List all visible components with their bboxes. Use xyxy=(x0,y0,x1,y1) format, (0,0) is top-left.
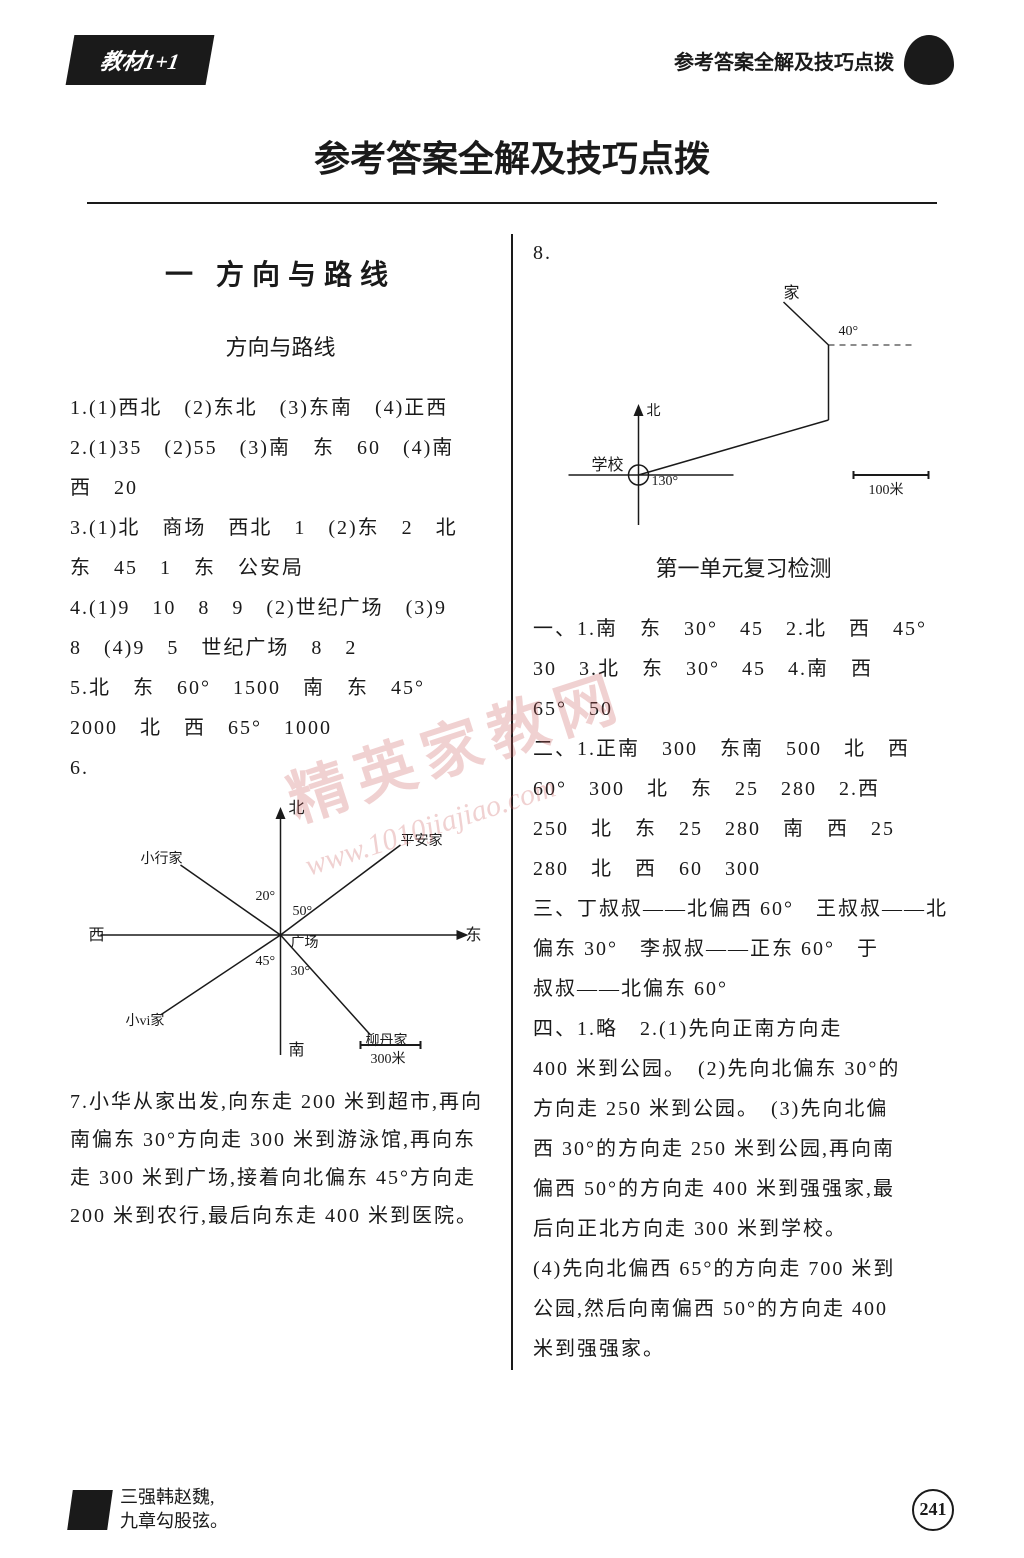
svg-text:平安家: 平安家 xyxy=(401,832,443,849)
section1-title: 一 方向与路线 xyxy=(70,249,491,302)
footer-logo-icon xyxy=(67,1490,113,1530)
answer-line: 4.(1)9 10 8 9 (2)世纪广场 (3)9 xyxy=(70,589,491,627)
unit-test-title: 第一单元复习检测 xyxy=(533,548,954,590)
svg-text:西: 西 xyxy=(89,927,105,944)
test-answer-line: 65° 50 xyxy=(533,690,954,728)
answer-line: 5.北 东 60° 1500 南 东 45° xyxy=(70,669,491,707)
page-header: 教材1+1 参考答案全解及技巧点拨 xyxy=(0,0,1024,100)
svg-text:广场: 广场 xyxy=(291,935,319,951)
footer-left: 三强韩赵魏, 九章勾股弦。 xyxy=(70,1486,228,1533)
logo-left-text: 教材1+1 xyxy=(98,44,182,76)
page-number: 241 xyxy=(912,1489,954,1531)
answer-line: 东 45 1 东 公安局 xyxy=(70,549,491,587)
test-answer-line: 30 3.北 东 30° 45 4.南 西 xyxy=(533,650,954,688)
test-answer-line: 三、丁叔叔——北偏西 60° 王叔叔——北 xyxy=(533,890,954,928)
answer-line: 西 20 xyxy=(70,469,491,507)
test-answer-line: 400 米到公园。 (2)先向北偏东 30°的 xyxy=(533,1050,954,1088)
test-answer-line: 后向正北方向走 300 米到学校。 xyxy=(533,1210,954,1248)
answer-line: 1.(1)西北 (2)东北 (3)东南 (4)正西 xyxy=(70,389,491,427)
compass-diagram-svg: 北 南 东 西 广场 平安家 小行家 柳丹家 小vi家 20° 50° 45° … xyxy=(70,795,491,1075)
content-columns: 一 方向与路线 方向与路线 1.(1)西北 (2)东北 (3)东南 (4)正西 … xyxy=(0,234,1024,1370)
main-title: 参考答案全解及技巧点拨 xyxy=(0,130,1024,182)
svg-text:300米: 300米 xyxy=(371,1051,406,1067)
test-answer-line: 280 北 西 60 300 xyxy=(533,850,954,888)
header-right-text: 参考答案全解及技巧点拨 xyxy=(674,46,894,75)
test-answer-line: (4)先向北偏西 65°的方向走 700 米到 xyxy=(533,1250,954,1288)
header-right: 参考答案全解及技巧点拨 xyxy=(674,35,954,85)
page-footer: 三强韩赵魏, 九章勾股弦。 241 xyxy=(0,1486,1024,1533)
svg-text:小行家: 小行家 xyxy=(141,850,183,867)
svg-text:45°: 45° xyxy=(256,954,276,969)
test-answer-line: 二、1.正南 300 东南 500 北 西 xyxy=(533,730,954,768)
test-answer-line: 60° 300 北 东 25 280 2.西 xyxy=(533,770,954,808)
answer-8-label: 8. xyxy=(533,234,954,272)
svg-text:北: 北 xyxy=(647,403,661,419)
header-logo-left: 教材1+1 xyxy=(66,35,215,85)
route-diagram-svg: 家 40° 学校 北 130° xyxy=(533,280,954,540)
footer-line1: 三强韩赵魏, xyxy=(120,1486,228,1509)
test-answer-line: 公园,然后向南偏西 50°的方向走 400 xyxy=(533,1290,954,1328)
test-answer-line: 250 北 东 25 280 南 西 25 xyxy=(533,810,954,848)
test-answer-line: 一、1.南 东 30° 45 2.北 西 45° xyxy=(533,610,954,648)
svg-text:小vi家: 小vi家 xyxy=(126,1012,165,1029)
answer-line: 8 (4)9 5 世纪广场 8 2 xyxy=(70,629,491,667)
column-divider xyxy=(511,234,513,1370)
section1-subtitle: 方向与路线 xyxy=(70,327,491,369)
answer-line: 6. xyxy=(70,749,491,787)
svg-text:40°: 40° xyxy=(839,324,859,339)
answer-line: 2.(1)35 (2)55 (3)南 东 60 (4)南 xyxy=(70,429,491,467)
answer-line: 2000 北 西 65° 1000 xyxy=(70,709,491,747)
svg-text:50°: 50° xyxy=(293,904,313,919)
test-answer-line: 叔叔——北偏东 60° xyxy=(533,970,954,1008)
right-column: 8. 家 40° 学校 北 130° xyxy=(533,234,954,1370)
footer-text-block: 三强韩赵魏, 九章勾股弦。 xyxy=(120,1486,228,1533)
test-answer-line: 偏东 30° 李叔叔——正东 60° 于 xyxy=(533,930,954,968)
test-answer-line: 西 30°的方向走 250 米到公园,再向南 xyxy=(533,1130,954,1168)
footer-line2: 九章勾股弦。 xyxy=(120,1510,228,1533)
svg-text:30°: 30° xyxy=(291,964,311,979)
svg-text:100米: 100米 xyxy=(869,482,904,498)
silhouette-icon xyxy=(904,35,954,85)
svg-text:南: 南 xyxy=(289,1041,305,1059)
svg-text:20°: 20° xyxy=(256,889,276,904)
test-answer-line: 米到强强家。 xyxy=(533,1330,954,1368)
test-answer-line: 偏西 50°的方向走 400 米到强强家,最 xyxy=(533,1170,954,1208)
svg-text:家: 家 xyxy=(784,284,800,302)
svg-text:130°: 130° xyxy=(652,474,679,489)
diagram-8: 家 40° 学校 北 130° xyxy=(533,280,954,540)
svg-text:北: 北 xyxy=(289,799,305,817)
answer-line: 3.(1)北 商场 西北 1 (2)东 2 北 xyxy=(70,509,491,547)
answer-7: 7.小华从家出发,向东走 200 米到超市,再向南偏东 30°方向走 300 米… xyxy=(70,1083,491,1235)
left-column: 一 方向与路线 方向与路线 1.(1)西北 (2)东北 (3)东南 (4)正西 … xyxy=(70,234,491,1370)
test-answer-line: 方向走 250 米到公园。 (3)先向北偏 xyxy=(533,1090,954,1128)
svg-text:柳丹家: 柳丹家 xyxy=(366,1032,408,1049)
svg-text:学校: 学校 xyxy=(592,456,624,474)
title-underline xyxy=(87,202,937,204)
diagram-6: 北 南 东 西 广场 平安家 小行家 柳丹家 小vi家 20° 50° 45° … xyxy=(70,795,491,1075)
svg-text:东: 东 xyxy=(466,926,482,944)
test-answer-line: 四、1.略 2.(1)先向正南方向走 xyxy=(533,1010,954,1048)
